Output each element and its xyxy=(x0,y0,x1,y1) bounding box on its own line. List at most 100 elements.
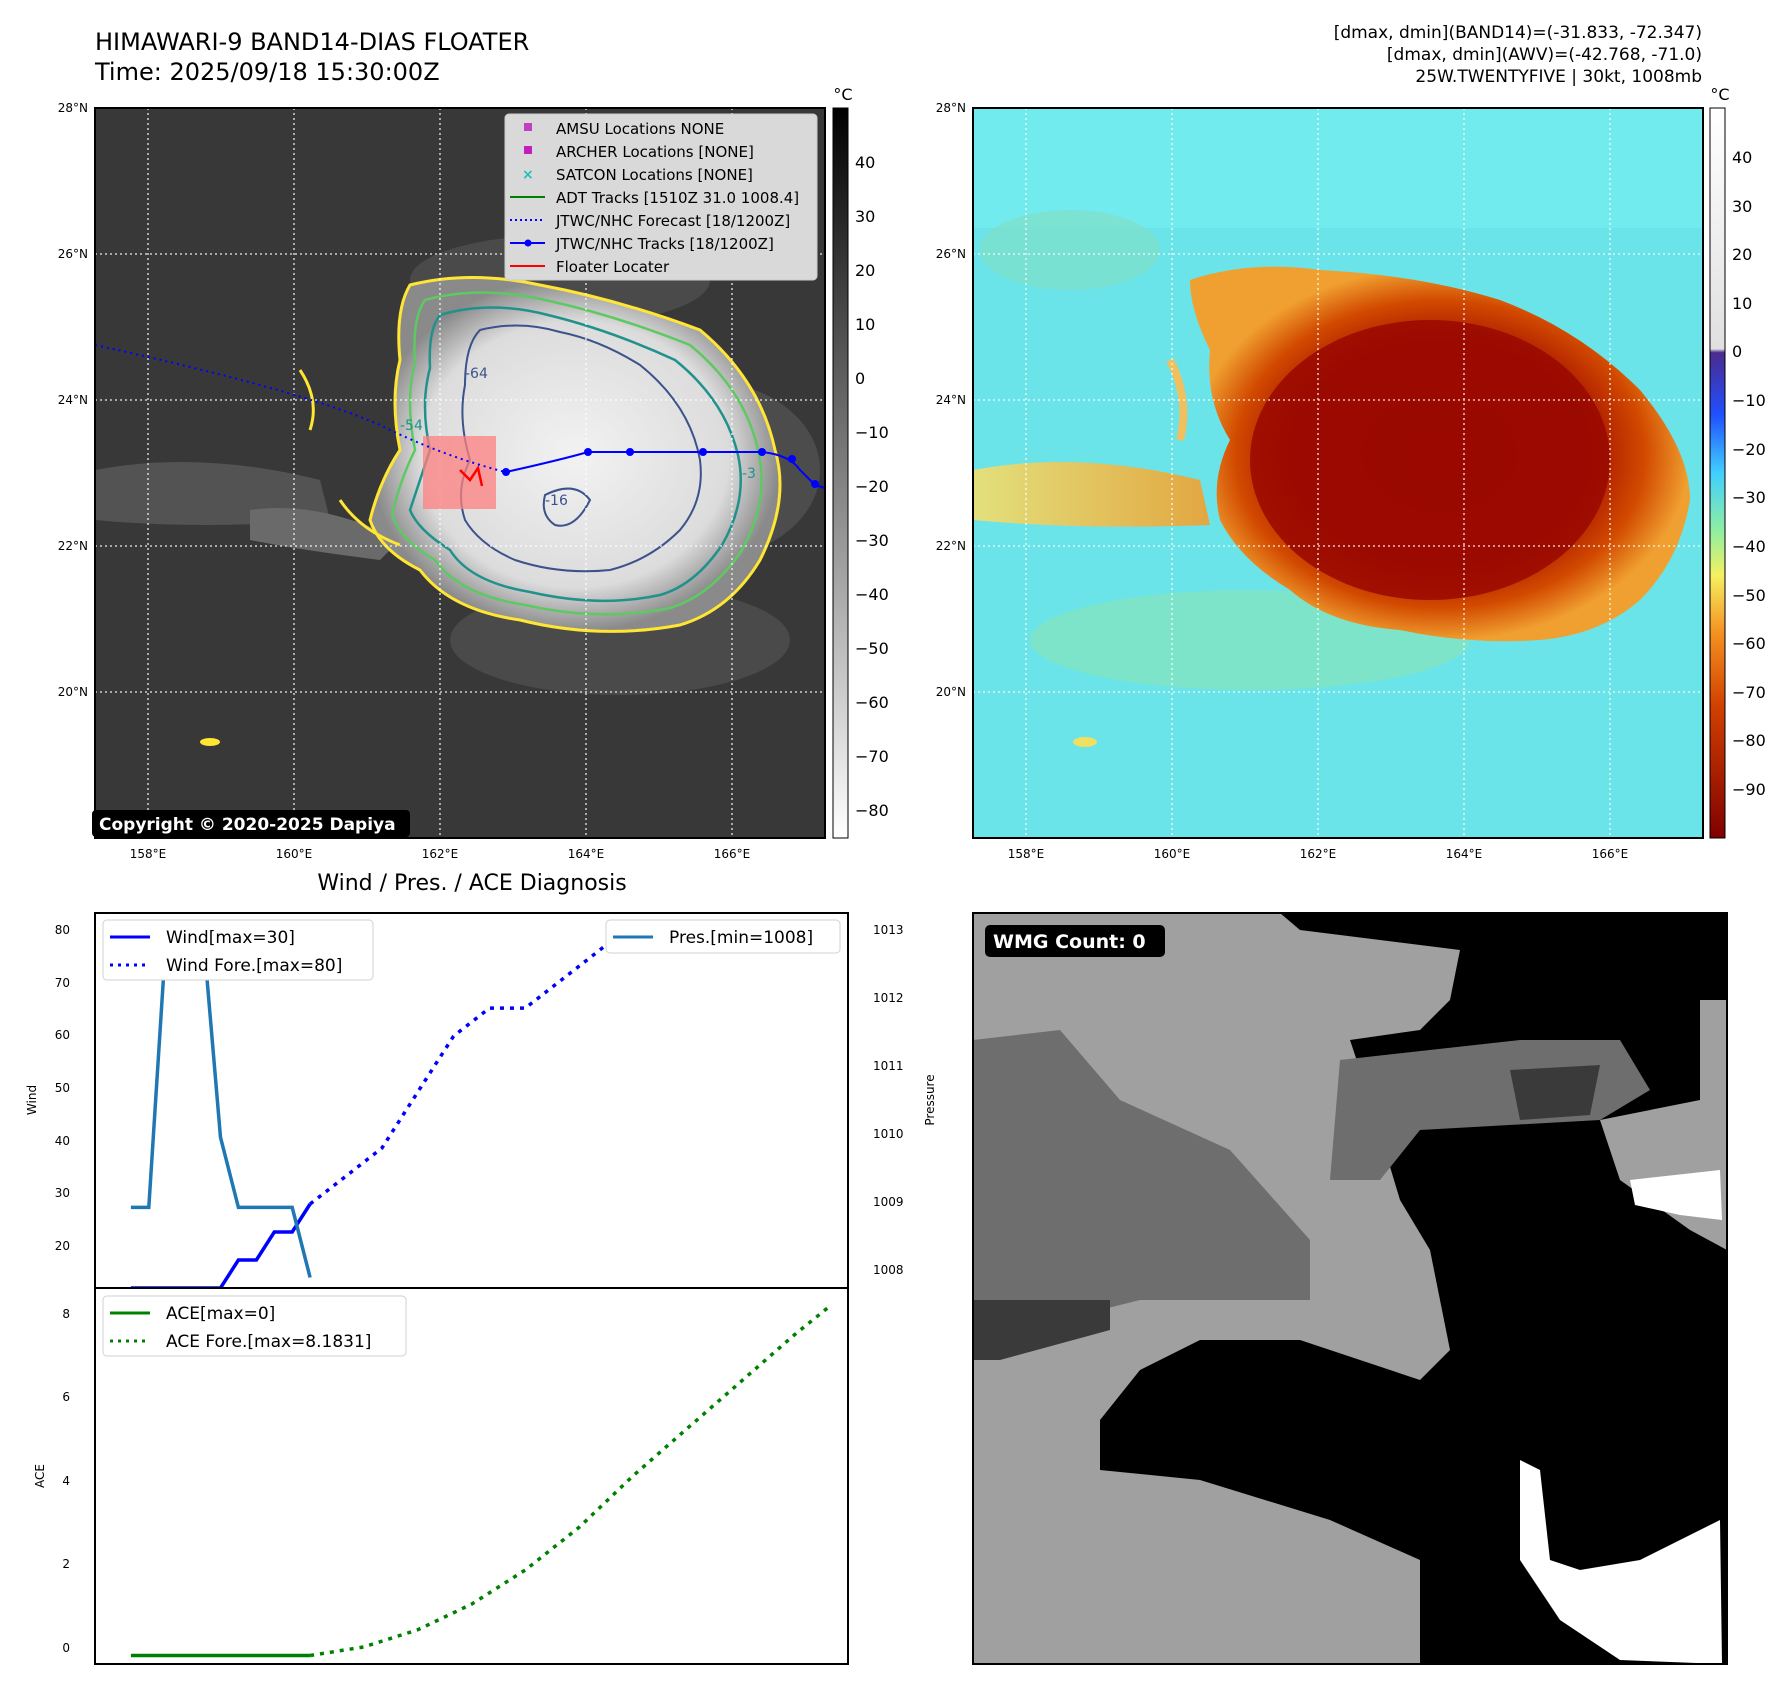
lon-label-166: 166°E xyxy=(714,847,751,861)
pres-tick-1013: 1013 xyxy=(873,923,904,937)
color-tick-30: 30 xyxy=(1732,197,1752,216)
forecast-track xyxy=(94,344,506,473)
wmg-white-region-2 xyxy=(1520,1460,1722,1664)
ace-tick-4: 4 xyxy=(62,1474,70,1488)
gray-tick-10: 10 xyxy=(855,315,875,334)
c-lon-label-166: 166°E xyxy=(1592,847,1629,861)
color-colorbar: °C 40 30 20 10 0 −10 −20 −30 −40 −50 −60… xyxy=(1709,85,1766,839)
island-marker xyxy=(200,738,220,746)
gray-tick-m70: −70 xyxy=(855,747,889,766)
color-map-panel: 28°N 26°N 24°N 22°N 20°N 158°E 160°E 162… xyxy=(936,101,1704,861)
ace-yticks: 8 6 4 2 0 xyxy=(62,1307,70,1655)
color-map-nw-patch xyxy=(980,210,1160,290)
wind-legend-obs: Wind[max=30] xyxy=(166,928,295,948)
ace-tick-8: 8 xyxy=(62,1307,70,1321)
c-lon-label-158: 158°E xyxy=(1008,847,1045,861)
color-colorbar-ticks: 40 30 20 10 0 −10 −20 −30 −40 −50 −60 −7… xyxy=(1732,148,1766,799)
color-tick-10: 10 xyxy=(1732,294,1752,313)
color-cloud-core xyxy=(1250,320,1610,600)
lon-label-158: 158°E xyxy=(130,847,167,861)
legend-item-satcon: SATCON Locations [NONE] xyxy=(556,166,753,184)
color-tick-m30: −30 xyxy=(1732,488,1766,507)
gray-tick-m40: −40 xyxy=(855,585,889,604)
info-line-1: [dmax, dmin](BAND14)=(-31.833, -72.347) xyxy=(1334,23,1702,43)
gray-tick-m10: −10 xyxy=(855,423,889,442)
gray-tick-m50: −50 xyxy=(855,639,889,658)
pres-tick-1010: 1010 xyxy=(873,1127,904,1141)
map-legend: AMSU Locations NONE ARCHER Locations [NO… xyxy=(504,113,818,281)
color-colorbar-unit: °C xyxy=(1710,85,1729,104)
gray-map-lat-labels: 28°N 26°N 24°N 22°N 20°N xyxy=(58,101,88,699)
c-lat-label-28: 28°N xyxy=(936,101,966,115)
gray-tick-m80: −80 xyxy=(855,801,889,820)
color-tick-20: 20 xyxy=(1732,245,1752,264)
pres-tick-1012: 1012 xyxy=(873,991,904,1005)
c-lon-label-164: 164°E xyxy=(1446,847,1483,861)
color-colorbar-bar xyxy=(1709,107,1726,839)
pressure-yticks: 1013 1012 1011 1010 1009 1008 xyxy=(873,923,904,1277)
color-map-gridlines xyxy=(973,108,1703,838)
ace-legend-obs: ACE[max=0] xyxy=(166,1304,275,1324)
legend-symbol-satcon: × xyxy=(522,167,534,183)
copyright-text: Copyright © 2020-2025 Dapiya xyxy=(99,815,396,835)
color-tick-m40: −40 xyxy=(1732,537,1766,556)
lat-label-20: 20°N xyxy=(58,685,88,699)
color-tick-m20: −20 xyxy=(1732,440,1766,459)
copyright-box xyxy=(92,810,410,837)
wmg-count-box xyxy=(985,925,1165,957)
series-line-pres-min-1008- xyxy=(130,925,312,1278)
c-lon-label-162: 162°E xyxy=(1300,847,1337,861)
c-lat-label-24: 24°N xyxy=(936,393,966,407)
color-island xyxy=(1073,737,1097,747)
lat-label-26: 26°N xyxy=(58,247,88,261)
wind-tick-40: 40 xyxy=(55,1134,70,1148)
legend-item-floater: Floater Locater xyxy=(556,258,670,276)
contour-label-1: -64 xyxy=(465,366,488,382)
wmg-white-region-1 xyxy=(1630,1170,1722,1220)
legend-symbol-archer xyxy=(524,146,532,154)
wmg-darkest-region xyxy=(1510,1065,1600,1120)
pressure-legend-box xyxy=(605,919,841,954)
lat-label-28: 28°N xyxy=(58,101,88,115)
wmg-panel: WMG Count: 0 xyxy=(972,912,1728,1665)
color-band-arm xyxy=(1166,358,1188,441)
color-tick-40: 40 xyxy=(1732,148,1752,167)
pres-tick-1009: 1009 xyxy=(873,1195,904,1209)
c-lat-label-22: 22°N xyxy=(936,539,966,553)
color-tick-m90: −90 xyxy=(1732,780,1766,799)
floater-box xyxy=(423,436,496,509)
color-tick-m50: −50 xyxy=(1732,586,1766,605)
gray-map-frame xyxy=(94,107,826,839)
wind-legend-box xyxy=(102,919,374,981)
color-map-lat-labels: 28°N 26°N 24°N 22°N 20°N xyxy=(936,101,966,699)
pres-tick-1011: 1011 xyxy=(873,1059,904,1073)
ace-ylabel: ACE xyxy=(33,1464,47,1488)
gray-map-lon-labels: 158°E 160°E 162°E 164°E 166°E xyxy=(130,847,751,861)
legend-symbol-amsu xyxy=(524,123,532,131)
gray-tick-m60: −60 xyxy=(855,693,889,712)
color-map-north-band xyxy=(973,108,1703,228)
legend-item-tracks: JTWC/NHC Tracks [18/1200Z] xyxy=(555,235,774,253)
ace-tick-0: 0 xyxy=(62,1641,70,1655)
lat-label-24: 24°N xyxy=(58,393,88,407)
wind-tick-20: 20 xyxy=(55,1239,70,1253)
legend-box xyxy=(504,113,818,281)
gray-tick-40: 40 xyxy=(855,153,875,172)
best-track xyxy=(505,451,826,489)
wind-ylabel: Wind xyxy=(25,1085,39,1115)
best-track-points xyxy=(502,448,819,488)
ace-legend-fore: ACE Fore.[max=8.1831] xyxy=(166,1332,371,1352)
figure-title: HIMAWARI-9 BAND14-DIAS FLOATER xyxy=(95,28,529,56)
ace-tick-2: 2 xyxy=(62,1557,70,1571)
wmg-dark-region-west xyxy=(973,1030,1310,1320)
gray-tick-30: 30 xyxy=(855,207,875,226)
gray-cloud-mass xyxy=(370,277,780,632)
contour-yellow-fragment-2 xyxy=(338,499,401,547)
contour-label-2: -54 xyxy=(400,418,423,434)
wind-tick-70: 70 xyxy=(55,976,70,990)
wmg-darkest-region-west xyxy=(973,1300,1110,1360)
legend-item-adt: ADT Tracks [1510Z 31.0 1008.4] xyxy=(556,189,799,207)
color-tick-m60: −60 xyxy=(1732,634,1766,653)
floater-locater-mark xyxy=(459,464,484,487)
contour-yellow xyxy=(368,276,782,633)
